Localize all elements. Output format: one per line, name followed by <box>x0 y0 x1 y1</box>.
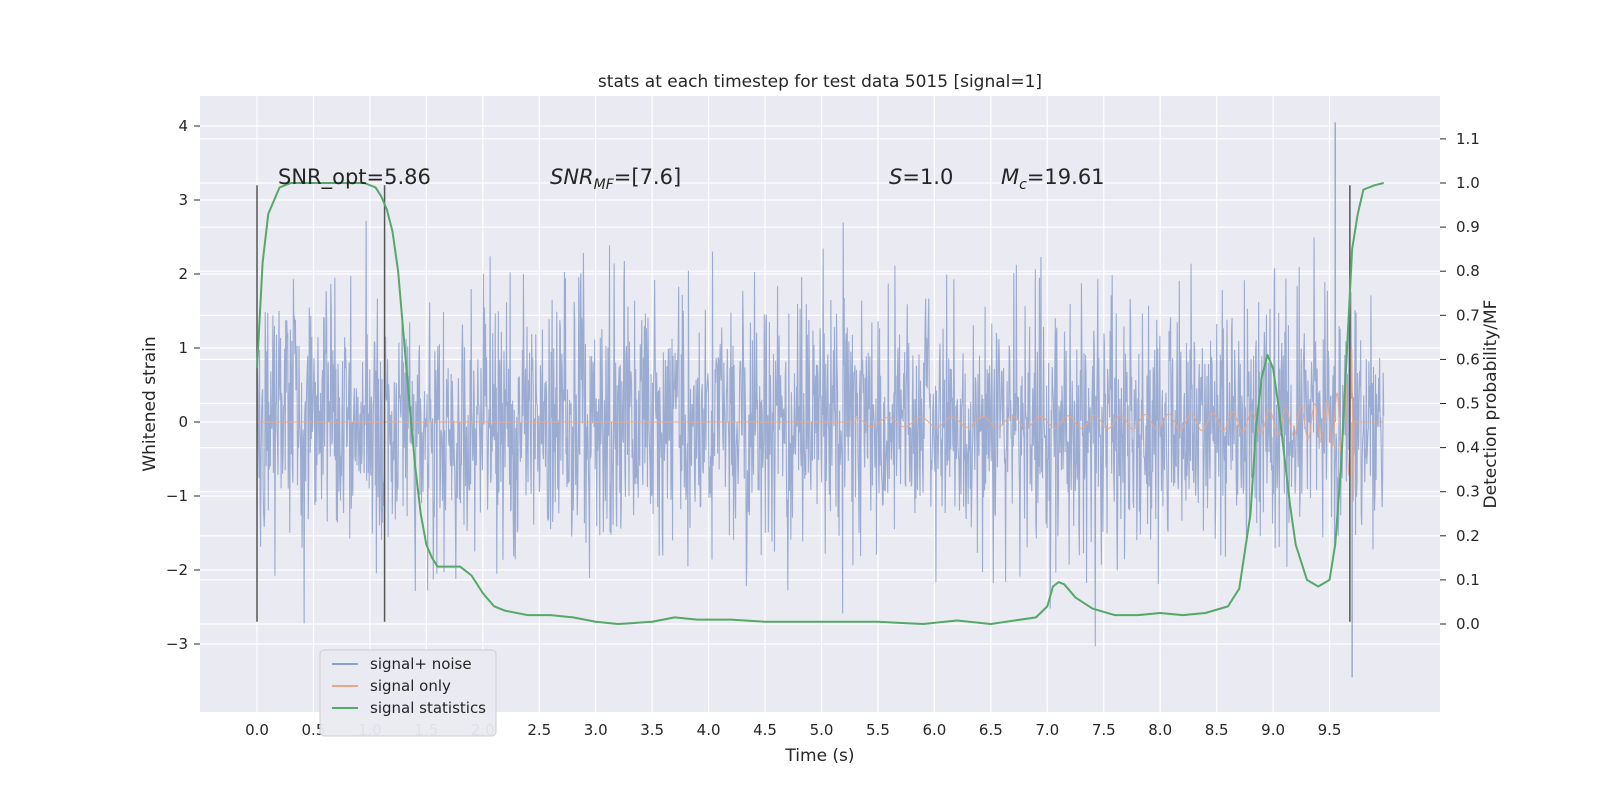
y-tick-label: 1 <box>178 339 188 357</box>
y2-tick-label: 0.9 <box>1456 218 1480 236</box>
x-tick-label: 2.5 <box>527 721 551 739</box>
y2-tick-label: 1.0 <box>1456 174 1480 192</box>
x-tick-label: 0.0 <box>245 721 269 739</box>
x-axis-label: Time (s) <box>784 746 854 766</box>
x-tick-label: 4.5 <box>753 721 777 739</box>
legend-box <box>319 649 497 737</box>
x-tick-label: 7.5 <box>1092 721 1116 739</box>
series-signal-only-line <box>256 345 1384 502</box>
annotation-snr-mf: SNRMF=[7.6] <box>550 165 681 193</box>
y2-tick-label: 0.4 <box>1456 439 1480 457</box>
x-tick-label: 8.0 <box>1148 721 1172 739</box>
y2-tick-label: 0.2 <box>1456 527 1480 545</box>
y2-axis-label: Detection probability/MF <box>1481 300 1501 509</box>
annotations-layer: SNR_opt=5.86 SNRMF=[7.6] S=1.0 Mc=19.61 <box>278 165 1105 193</box>
x-tick-label: 6.0 <box>922 721 946 739</box>
y2-tick-label: 0.0 <box>1456 615 1480 633</box>
y-tick-label: 3 <box>178 191 188 209</box>
annotation-snr-opt: SNR_opt=5.86 <box>278 165 431 190</box>
y2-tick-label: 1.1 <box>1456 130 1480 148</box>
y-tick-label: 2 <box>178 265 188 283</box>
annotation-s: S=1.0 <box>889 165 953 189</box>
y-tick-label: −1 <box>166 487 188 505</box>
x-tick-label: 6.5 <box>979 721 1003 739</box>
y-tick-label: 4 <box>178 117 188 135</box>
y-tick-label: 0 <box>178 413 188 431</box>
x-tick-label: 8.5 <box>1205 721 1229 739</box>
y-tick-label: −3 <box>166 635 188 653</box>
legend-label-signal-only: signal only <box>370 677 451 695</box>
annotation-mc: Mc=19.61 <box>1001 165 1105 193</box>
x-tick-label: 9.5 <box>1318 721 1342 739</box>
y-axis-label: Whitened strain <box>140 336 160 471</box>
chart-title: stats at each timestep for test data 501… <box>598 72 1042 92</box>
legend-label-signal-noise: signal+ noise <box>370 655 472 673</box>
x-tick-label: 4.0 <box>697 721 721 739</box>
series-signal-statistics-line <box>256 182 1384 625</box>
y2-tick-label: 0.1 <box>1456 571 1480 589</box>
y2-tick-label: 0.8 <box>1456 262 1480 280</box>
x-tick-label: 5.0 <box>810 721 834 739</box>
y2-tick-label: 0.7 <box>1456 306 1480 324</box>
x-tick-label: 9.0 <box>1261 721 1285 739</box>
legend-label-signal-statistics: signal statistics <box>370 699 486 717</box>
x-tick-label: 0.5 <box>302 721 326 739</box>
y2-tick-label: 0.6 <box>1456 350 1480 368</box>
stats-layer <box>256 182 1384 625</box>
noise-layer <box>256 122 1385 678</box>
y2-tick-label: 0.3 <box>1456 483 1480 501</box>
y-tick-label: −2 <box>166 561 188 579</box>
y2-tick-label: 0.5 <box>1456 395 1480 413</box>
vertical-lines-layer <box>256 185 1351 622</box>
x-tick-label: 3.5 <box>640 721 664 739</box>
x-tick-label: 3.0 <box>584 721 608 739</box>
series-signal-noise-line <box>256 221 1385 647</box>
legend: signal+ noise signal only signal statist… <box>319 649 497 737</box>
x-tick-label: 5.5 <box>866 721 890 739</box>
x-tick-label: 7.0 <box>1035 721 1059 739</box>
signal-layer <box>256 345 1384 502</box>
